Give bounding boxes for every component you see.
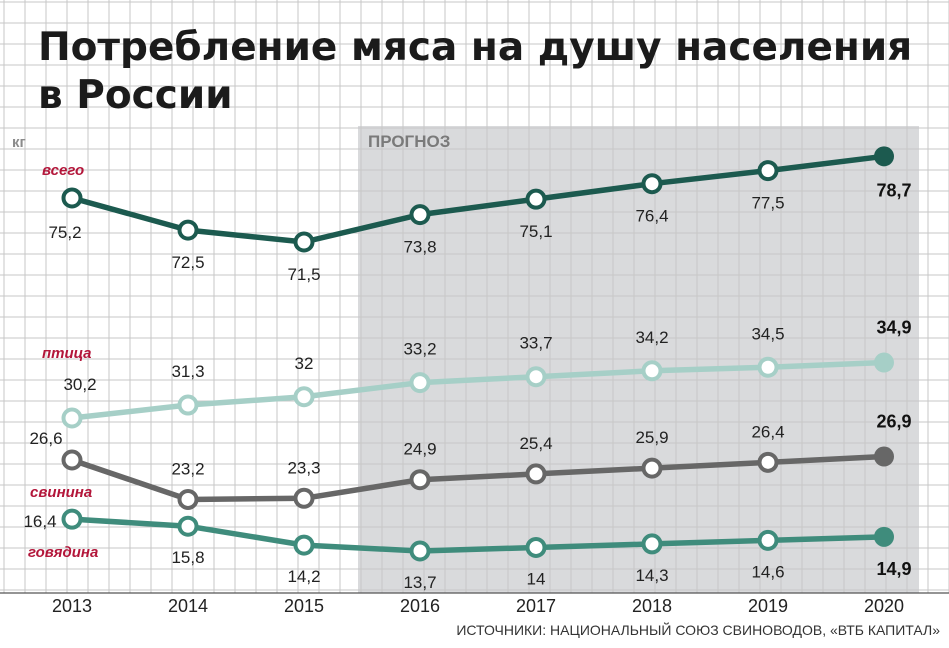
- point-poultry-2014: [177, 394, 199, 416]
- data-label-poultry-2015: 32: [295, 354, 314, 373]
- series-layer: [61, 146, 894, 562]
- x-tick-2015: 2015: [284, 596, 324, 616]
- data-label-poultry-2016: 33,2: [403, 340, 436, 359]
- point-total-2017: [525, 188, 547, 210]
- series-line-pork: [69, 453, 887, 503]
- data-label-pork-2019: 26,4: [751, 422, 784, 441]
- series-name-pork: свинина: [30, 484, 92, 501]
- data-label-beef-2014: 15,8: [171, 548, 204, 567]
- point-beef-2016: [409, 540, 431, 562]
- point-beef-2013: [61, 508, 83, 530]
- data-label-beef-2019: 14,6: [751, 562, 784, 581]
- series-name-total: всего: [42, 162, 84, 179]
- x-tick-2019: 2019: [748, 596, 788, 616]
- point-poultry-2018: [641, 360, 663, 382]
- data-label-beef-2020: 14,9: [876, 559, 911, 579]
- point-poultry-2020: [874, 352, 894, 373]
- data-label-total-2019: 77,5: [751, 194, 784, 213]
- data-label-beef-2013: 16,4: [23, 512, 56, 531]
- series-name-beef: говядина: [28, 544, 98, 561]
- point-poultry-2017: [525, 366, 547, 388]
- data-label-poultry-2017: 33,7: [519, 334, 552, 353]
- chart-title-line2: в России: [38, 73, 233, 118]
- point-total-2014: [177, 219, 199, 241]
- data-label-pork-2020: 26,9: [876, 412, 911, 432]
- grid-layer: [0, 0, 949, 594]
- x-tick-2014: 2014: [168, 596, 208, 616]
- series-line-beef: [69, 516, 887, 554]
- point-beef-2014: [177, 515, 199, 537]
- point-total-2015: [293, 231, 315, 253]
- data-label-beef-2017: 14: [527, 569, 546, 588]
- point-poultry-2013: [61, 407, 83, 429]
- series-line-total: [69, 153, 887, 245]
- x-tick-2016: 2016: [400, 596, 440, 616]
- data-label-total-2016: 73,8: [403, 238, 436, 257]
- point-beef-2020: [874, 526, 894, 547]
- data-label-total-2020: 78,7: [876, 180, 911, 200]
- point-beef-2015: [293, 534, 315, 556]
- data-label-total-2014: 72,5: [171, 253, 204, 272]
- point-beef-2017: [525, 536, 547, 558]
- source-note: ИСТОЧНИКИ: НАЦИОНАЛЬНЫЙ СОЮЗ СВИНОВОДОВ,…: [456, 621, 940, 638]
- x-tick-2013: 2013: [52, 596, 92, 616]
- point-beef-2018: [641, 533, 663, 555]
- point-total-2013: [61, 187, 83, 209]
- forecast-label: ПРОГНОЗ: [368, 132, 450, 151]
- data-label-pork-2015: 23,3: [287, 458, 320, 477]
- x-tick-2018: 2018: [632, 596, 672, 616]
- data-label-pork-2016: 24,9: [403, 440, 436, 459]
- data-label-beef-2015: 14,2: [287, 567, 320, 586]
- x-axis-ticks: 2013 2014 2015 2016 2017 2018 2019 2020: [52, 596, 904, 616]
- x-tick-2017: 2017: [516, 596, 556, 616]
- point-poultry-2016: [409, 372, 431, 394]
- series-line-poultry: [69, 359, 887, 421]
- data-label-poultry-2018: 34,2: [635, 328, 668, 347]
- data-label-poultry-2019: 34,5: [751, 324, 784, 343]
- data-label-total-2017: 75,1: [519, 222, 552, 241]
- x-tick-2020: 2020: [864, 596, 904, 616]
- data-label-poultry-2020: 34,9: [876, 318, 911, 338]
- data-label-pork-2018: 25,9: [635, 428, 668, 447]
- data-label-pork-2014: 23,2: [171, 459, 204, 478]
- grid-lines: [0, 0, 949, 593]
- point-pork-2020: [874, 446, 894, 467]
- point-pork-2016: [409, 469, 431, 491]
- label-layer: 75,2 72,5 71,5 73,8 75,1 76,4 77,5 78,7 30,2 31,3…: [23, 180, 911, 592]
- data-label-pork-2013: 26,6: [29, 429, 62, 448]
- point-total-2020: [874, 146, 894, 167]
- point-total-2018: [641, 173, 663, 195]
- point-poultry-2015: [293, 386, 315, 408]
- data-label-total-2015: 71,5: [287, 265, 320, 284]
- data-label-pork-2017: 25,4: [519, 434, 552, 453]
- point-pork-2013: [61, 449, 83, 471]
- point-total-2016: [409, 204, 431, 226]
- unit-label: кг: [12, 134, 26, 151]
- point-pork-2019: [757, 451, 779, 473]
- data-label-beef-2016: 13,7: [403, 573, 436, 592]
- point-pork-2015: [293, 487, 315, 509]
- point-poultry-2019: [757, 356, 779, 378]
- point-pork-2018: [641, 457, 663, 479]
- point-pork-2017: [525, 463, 547, 485]
- data-label-beef-2018: 14,3: [635, 566, 668, 585]
- chart-title-line1: Потребление мяса на душу населения: [38, 25, 912, 70]
- series-name-poultry: птица: [42, 345, 92, 362]
- data-label-poultry-2013: 30,2: [63, 375, 96, 394]
- point-total-2019: [757, 160, 779, 182]
- data-label-poultry-2014: 31,3: [171, 362, 204, 381]
- point-pork-2014: [177, 488, 199, 510]
- point-beef-2019: [757, 529, 779, 551]
- data-label-total-2013: 75,2: [48, 223, 81, 242]
- data-label-total-2018: 76,4: [635, 207, 668, 226]
